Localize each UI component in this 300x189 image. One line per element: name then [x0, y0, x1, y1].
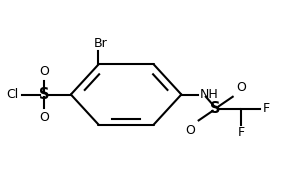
Text: S: S — [39, 87, 49, 102]
Text: F: F — [238, 126, 244, 139]
Text: Br: Br — [94, 37, 108, 50]
Text: O: O — [185, 124, 195, 137]
Text: NH: NH — [199, 88, 218, 101]
Text: S: S — [210, 101, 221, 116]
Text: O: O — [39, 111, 49, 124]
Text: F: F — [262, 102, 270, 115]
Text: O: O — [236, 81, 246, 94]
Text: O: O — [39, 65, 49, 78]
Text: Cl: Cl — [6, 88, 19, 101]
